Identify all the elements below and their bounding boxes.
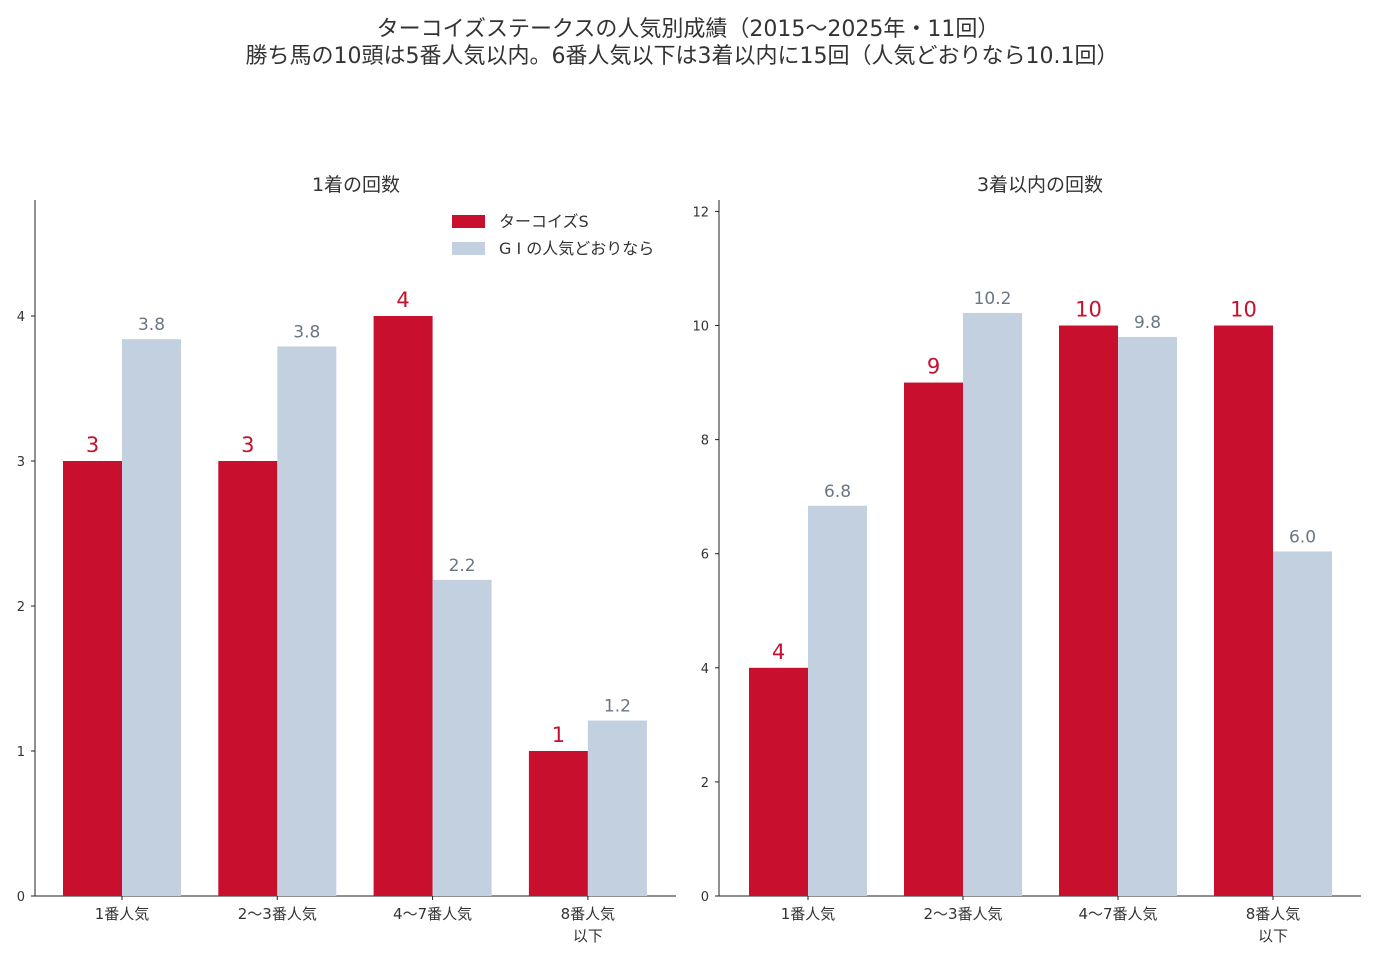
y-tick-label: 4 — [701, 662, 709, 677]
x-tick-label: 以下 — [1258, 927, 1288, 945]
x-tick-label: 8番人気 — [1246, 905, 1301, 923]
data-label: 3.8 — [138, 315, 165, 335]
legend-swatch — [452, 215, 485, 228]
bar-turquoise-s — [1214, 325, 1273, 897]
y-tick-label: 12 — [692, 205, 709, 220]
bar-g1-expected — [808, 505, 867, 896]
bar-g1-expected — [432, 579, 492, 896]
legend: ターコイズS G I の人気どおりなら — [452, 212, 654, 258]
x-tick-label: 2〜3番人気 — [238, 905, 317, 923]
x-tick-label: 4〜7番人気 — [1078, 905, 1157, 923]
y-tick-label: 4 — [17, 310, 25, 325]
x-tick-label: 4〜7番人気 — [393, 905, 472, 923]
data-label: 10 — [1230, 298, 1257, 322]
y-tick-label: 8 — [701, 434, 709, 449]
y-tick-label: 6 — [701, 548, 709, 563]
x-tick-label: 以下 — [573, 927, 603, 945]
data-label: 9.8 — [1134, 313, 1161, 333]
bar-turquoise-s — [1059, 325, 1118, 897]
bar-turquoise-s — [63, 461, 122, 896]
x-tick-label: 1番人気 — [781, 905, 836, 923]
y-tick-label: 2 — [17, 600, 25, 615]
figure-title: ターコイズステークスの人気別成績（2015〜2025年・11回） — [377, 17, 1000, 42]
legend-label: ターコイズS — [499, 212, 589, 231]
bar-turquoise-s — [218, 461, 278, 896]
data-label: 6.8 — [824, 482, 851, 502]
data-label: 3 — [86, 433, 99, 457]
data-label: 3.8 — [293, 322, 320, 342]
x-tick-label: 1番人気 — [95, 905, 150, 923]
bar-g1-expected — [587, 720, 647, 896]
y-tick-label: 3 — [17, 455, 25, 470]
data-label: 3 — [241, 433, 254, 457]
y-tick-label: 10 — [692, 320, 709, 335]
data-label: 10.2 — [974, 289, 1012, 309]
y-tick-label: 0 — [701, 890, 709, 905]
chart-panel-first-place: 1着の回数 0 1 2 3 4 3 3.8 1番人気 3 3.8 2〜3番人気 4 2.2 4〜7番人気 1 1… — [17, 174, 676, 945]
bar-g1-expected — [122, 339, 181, 896]
bar-turquoise-s — [904, 382, 963, 896]
y-tick-label: 0 — [17, 890, 25, 905]
data-label: 10 — [1075, 298, 1102, 322]
panel-title: 1着の回数 — [312, 174, 400, 196]
data-label: 9 — [927, 355, 940, 379]
chart-panel-top-three: 3着以内の回数 0 2 4 6 8 10 12 4 6.8 1番人気 9 10.2 2〜3番人気 10 9.8… — [692, 174, 1361, 945]
x-tick-label: 2〜3番人気 — [923, 905, 1002, 923]
bar-turquoise-s — [373, 316, 433, 896]
data-label: 4 — [772, 640, 785, 664]
data-label: 6.0 — [1289, 527, 1316, 547]
y-tick-label: 2 — [701, 776, 709, 791]
bar-g1-expected — [277, 346, 337, 896]
bar-g1-expected — [1118, 336, 1177, 896]
data-label: 2.2 — [449, 556, 476, 576]
x-tick-label: 8番人気 — [561, 905, 616, 923]
bar-turquoise-s — [528, 751, 588, 896]
data-label: 1 — [552, 723, 565, 747]
panel-title: 3着以内の回数 — [977, 174, 1103, 196]
legend-swatch — [452, 242, 485, 255]
bar-g1-expected — [1273, 551, 1332, 896]
figure-subtitle: 勝ち馬の10頭は5番人気以内。6番人気以下は3着以内に15回（人気どおりなら10… — [246, 44, 1119, 69]
bar-turquoise-s — [749, 667, 808, 896]
data-label: 1.2 — [604, 697, 631, 717]
y-tick-label: 1 — [17, 745, 25, 760]
bar-g1-expected — [963, 312, 1022, 896]
legend-label: G I の人気どおりなら — [499, 239, 654, 258]
data-label: 4 — [396, 288, 409, 312]
